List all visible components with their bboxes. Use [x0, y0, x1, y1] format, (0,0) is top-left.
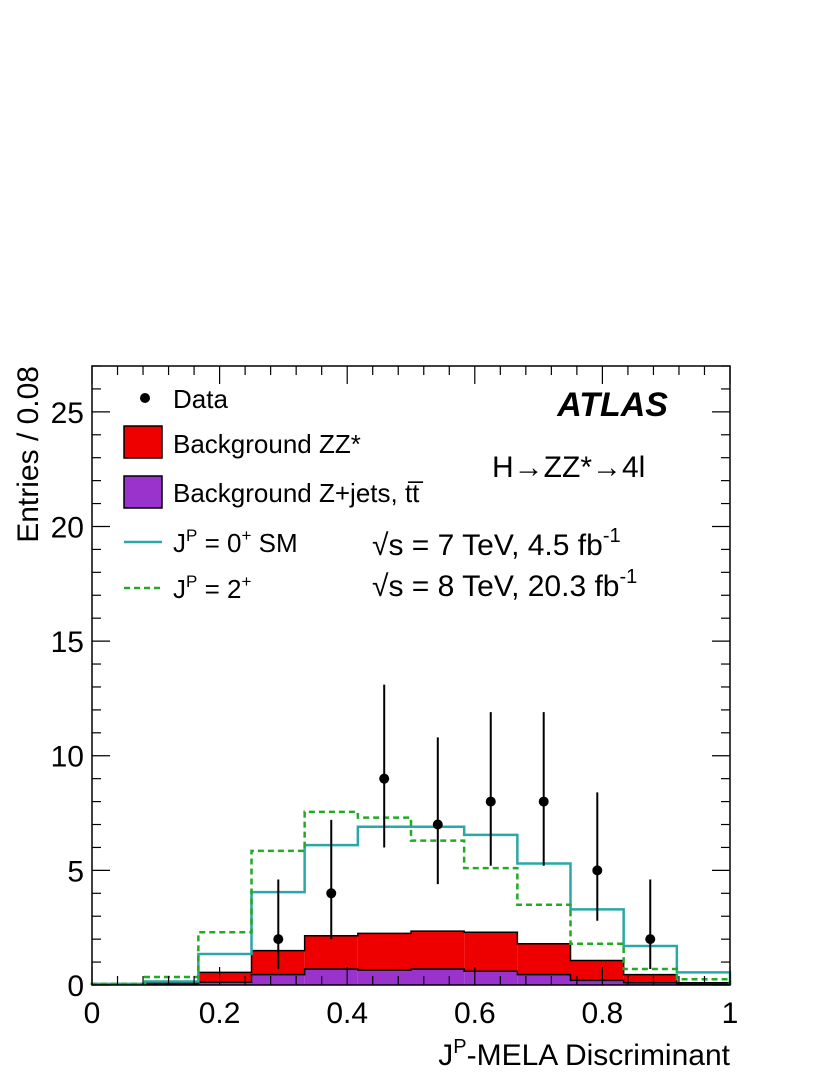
- zz-bar: [357, 933, 411, 971]
- axis-ticks: [91, 365, 731, 986]
- zjets-bar: [517, 974, 571, 985]
- legend-zz-swatch: [123, 425, 163, 459]
- lumi-7tev-label: √s = 7 TeV, 4.5 fb-1: [372, 525, 621, 562]
- legend-data-marker: [140, 393, 150, 403]
- x-tick-label: 0.2: [199, 997, 241, 1030]
- data-point: [326, 888, 337, 899]
- data-point: [538, 796, 549, 807]
- y-tick-label: 20: [51, 511, 84, 544]
- y-tick-label: 25: [51, 397, 84, 430]
- y-tick-label: 0: [67, 970, 84, 1003]
- spin2-step-line: [90, 810, 732, 986]
- zjets-bar: [411, 968, 465, 985]
- zjets-bar: [198, 982, 252, 985]
- legend-data-label: Data: [173, 384, 228, 414]
- zjets-bar: [251, 974, 305, 985]
- x-tick-label: 0.4: [326, 997, 368, 1030]
- legend-spin2-label: JP = 2+: [173, 572, 251, 604]
- legend-zjets-label: Background Z+jets, tt̅: [173, 478, 423, 508]
- atlas-label: ATLAS: [556, 386, 668, 424]
- zjets-bar: [570, 980, 624, 985]
- data-points-layer: [273, 684, 656, 969]
- legend-zjets-swatch: [123, 475, 163, 509]
- data-point: [379, 773, 390, 784]
- legend-sm0-label: JP = 0+ SM: [173, 526, 298, 558]
- zjets-outline: [91, 968, 731, 986]
- x-tick-label: 0: [84, 997, 101, 1030]
- histogram-layer: [91, 930, 731, 986]
- zjets-bar: [623, 982, 677, 985]
- x-tick-label: 0.6: [454, 997, 496, 1030]
- zz-bar: [198, 972, 252, 983]
- x-tick-label: 0.8: [582, 997, 624, 1030]
- zz-bar: [517, 943, 571, 975]
- process-label: H→ZZ*→4l: [492, 451, 645, 484]
- data-point: [432, 819, 443, 830]
- x-tick-label: 1: [722, 997, 739, 1030]
- zjets-bar: [357, 970, 411, 985]
- y-axis-title: Entries / 0.08: [12, 366, 45, 543]
- zz-bar: [623, 974, 677, 983]
- step-lines-layer: [90, 810, 732, 986]
- x-axis-title: JP-MELA Discriminant: [438, 1036, 730, 1072]
- zz-bar: [304, 935, 358, 969]
- x-tick-labels: 0 0.2 0.4 0.6 0.8 1: [84, 997, 739, 1030]
- y-tick-label: 15: [51, 626, 84, 659]
- legend-zz-label: Background ZZ*: [173, 429, 361, 459]
- y-tick-label: 5: [67, 855, 84, 888]
- y-tick-labels: 0 5 10 15 20 25: [51, 397, 84, 1003]
- sm0-step-line: [90, 825, 732, 986]
- zjets-bar: [464, 971, 518, 985]
- legend: Data Background ZZ* Background Z+jets, t…: [123, 384, 423, 604]
- y-tick-label: 10: [51, 741, 84, 774]
- zz-bar: [676, 982, 730, 985]
- data-point: [592, 865, 603, 876]
- lumi-8tev-label: √s = 8 TeV, 20.3 fb-1: [372, 566, 637, 603]
- zjets-bar: [304, 968, 358, 985]
- data-point: [485, 796, 496, 807]
- plot-frame: [91, 365, 731, 986]
- zz-bar: [411, 931, 465, 969]
- zz-bar: [464, 932, 518, 972]
- zz-bar: [570, 960, 624, 981]
- data-point: [273, 934, 284, 945]
- zz-bar: [145, 982, 199, 985]
- data-point: [645, 934, 656, 945]
